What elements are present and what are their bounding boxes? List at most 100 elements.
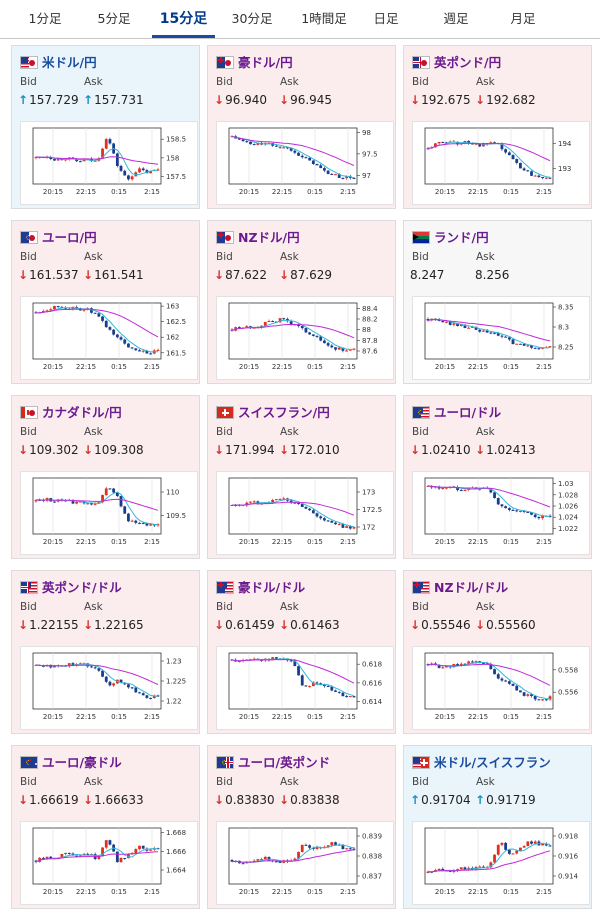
candle bbox=[93, 667, 97, 669]
rate-card[interactable]: カナダドル/円 Bid Ask ↓109.302 ↓109.308 20:15 22:15 0… bbox=[11, 395, 200, 559]
rate-card[interactable]: 米ドル/円 Bid Ask ↑157.729 ↑157.731 20:15 22:15 0:1… bbox=[11, 45, 200, 209]
candle bbox=[326, 686, 330, 688]
pair-name[interactable]: ユーロ/豪ドル bbox=[42, 755, 122, 770]
candle bbox=[293, 660, 297, 667]
rate-card[interactable]: NZドル/ドル Bid Ask ↓0.55546 ↓0.55560 20:15 22:15 0… bbox=[403, 570, 592, 734]
tab-月足[interactable]: 月足 bbox=[510, 11, 536, 26]
rate-card[interactable]: ユーロ/豪ドル Bid Ask ↓1.66619 ↓1.66633 20:15 22:15 0… bbox=[11, 745, 200, 909]
y-tick-label: 194 bbox=[558, 140, 572, 148]
rate-card[interactable]: 豪ドル/ドル Bid Ask ↓0.61459 ↓0.61463 20:15 22:15 0:… bbox=[207, 570, 396, 734]
price-chart[interactable]: 20:15 22:15 0:15 2:15 0.558 0.556 bbox=[412, 646, 590, 730]
candle bbox=[123, 339, 127, 344]
candle bbox=[459, 490, 463, 492]
ask-value: ↓1.22165 bbox=[83, 618, 144, 632]
rate-card[interactable]: スイスフラン/円 Bid Ask ↓171.994 ↓172.010 20:15 22:15… bbox=[207, 395, 396, 559]
rate-card[interactable]: 英ポンド/ドル Bid Ask ↓1.22155 ↓1.22165 20:15 22:15 0… bbox=[11, 570, 200, 734]
candle bbox=[511, 509, 515, 511]
candle bbox=[41, 857, 45, 859]
pair-name[interactable]: 米ドル/スイスフラン bbox=[434, 755, 551, 770]
pair-name[interactable]: NZドル/円 bbox=[238, 230, 300, 245]
candle bbox=[334, 522, 337, 525]
chart-frame bbox=[424, 477, 554, 535]
candle bbox=[489, 488, 493, 493]
pair-name[interactable]: スイスフラン/円 bbox=[238, 405, 330, 420]
bid-label: Bid bbox=[216, 601, 233, 613]
tab-5分足[interactable]: 5分足 bbox=[97, 11, 131, 26]
ask-label: Ask bbox=[280, 776, 299, 788]
candle bbox=[341, 177, 345, 179]
price-chart[interactable]: 20:15 22:15 0:15 2:15 0.618 0.616 0.614 bbox=[216, 646, 394, 730]
candle bbox=[548, 346, 552, 348]
x-tick-label: 2:15 bbox=[340, 888, 356, 896]
candle bbox=[138, 168, 141, 173]
candle bbox=[108, 139, 112, 144]
tab-日足[interactable]: 日足 bbox=[373, 11, 399, 26]
candle bbox=[345, 848, 349, 850]
rate-card[interactable]: 豪ドル/円 Bid Ask ↓96.940 ↓96.945 20:15 22:15 0:15 2… bbox=[207, 45, 396, 209]
candle bbox=[300, 503, 304, 508]
price-chart[interactable]: 20:15 22:15 0:15 2:15 1.23 1.225 1.22 bbox=[20, 646, 198, 730]
pair-name[interactable]: 英ポンド/円 bbox=[434, 55, 502, 70]
rate-card[interactable]: ユーロ/ドル Bid Ask ↓1.02410 ↓1.02413 20:15 22:15 0:… bbox=[403, 395, 592, 559]
candle bbox=[345, 350, 349, 352]
pair-name[interactable]: 豪ドル/円 bbox=[238, 55, 293, 70]
y-tick-label: 110 bbox=[166, 489, 179, 497]
rate-card[interactable]: ユーロ/英ポンド Bid Ask ↓0.83830 ↓0.83838 20:15 22:15… bbox=[207, 745, 396, 909]
tab-1分足[interactable]: 1分足 bbox=[28, 11, 62, 26]
rate-card[interactable]: ユーロ/円 Bid Ask ↓161.537 ↓161.541 20:15 22:15 0:1… bbox=[11, 220, 200, 384]
chart-frame bbox=[32, 477, 162, 535]
rate-card[interactable]: 英ポンド/円 Bid Ask ↓192.675 ↓192.682 20:15 22:15 0:… bbox=[403, 45, 592, 209]
pair-name[interactable]: ユーロ/ドル bbox=[434, 405, 502, 420]
price-chart[interactable]: 20:15 22:15 0:15 2:15 1.03 1.028 1.026 1.024 1.0… bbox=[412, 471, 590, 555]
candle bbox=[97, 856, 101, 859]
price-chart[interactable]: 20:15 22:15 0:15 2:15 163 162.5 162 161.5 bbox=[20, 296, 198, 380]
arrow-down-icon: ↓ bbox=[18, 793, 29, 807]
pair-name[interactable]: 豪ドル/ドル bbox=[238, 580, 306, 595]
pair-name[interactable]: NZドル/ドル bbox=[434, 580, 509, 595]
price-chart[interactable]: 20:15 22:15 0:15 2:15 110 109.5 bbox=[20, 471, 198, 555]
rate-card[interactable]: ランド/円 Bid Ask 8.247 8.256 20:15 22:15 0:15 2:15 8… bbox=[403, 220, 592, 384]
tab-週足[interactable]: 週足 bbox=[443, 11, 469, 26]
x-tick-label: 0:15 bbox=[503, 713, 519, 721]
x-tick-label: 22:15 bbox=[468, 188, 488, 196]
price-chart[interactable]: 20:15 22:15 0:15 2:15 8.35 8.3 8.25 bbox=[412, 296, 590, 380]
arrow-down-icon: ↓ bbox=[83, 793, 94, 807]
candle bbox=[496, 674, 500, 679]
pair-name[interactable]: 米ドル/円 bbox=[42, 55, 97, 70]
rate-card[interactable]: 米ドル/スイスフラン Bid Ask ↑0.91704 ↑0.91719 20:15 22:… bbox=[403, 745, 592, 909]
tab-30分足[interactable]: 30分足 bbox=[231, 11, 273, 26]
pair-name[interactable]: 英ポンド/ドル bbox=[42, 580, 122, 595]
candle bbox=[300, 844, 304, 852]
price-chart[interactable]: 20:15 22:15 0:15 2:15 194 193 bbox=[412, 121, 590, 205]
candle bbox=[141, 168, 145, 171]
pair-name[interactable]: ユーロ/円 bbox=[42, 230, 97, 245]
price-chart[interactable]: 20:15 22:15 0:15 2:15 1.668 1.666 1.664 bbox=[20, 821, 198, 905]
candle bbox=[104, 840, 108, 848]
candle bbox=[541, 515, 545, 519]
candle bbox=[263, 321, 267, 326]
candle bbox=[267, 320, 271, 322]
tab-15分足[interactable]: 15分足 bbox=[152, 0, 215, 38]
tab-1時間足[interactable]: 1時間足 bbox=[301, 11, 347, 26]
bid-value-text: 161.537 bbox=[29, 268, 79, 282]
candle bbox=[541, 177, 545, 179]
candle bbox=[352, 848, 356, 850]
price-chart[interactable]: 20:15 22:15 0:15 2:15 0.918 0.916 0.914 bbox=[412, 821, 590, 905]
price-chart[interactable]: 20:15 22:15 0:15 2:15 173 172.5 172 bbox=[216, 471, 394, 555]
pair-name[interactable]: ユーロ/英ポンド bbox=[238, 755, 331, 770]
candle bbox=[308, 508, 312, 511]
rate-card[interactable]: NZドル/円 Bid Ask ↓87.622 ↓87.629 20:15 22:15 0:15… bbox=[207, 220, 396, 384]
pair-name[interactable]: カナダドル/円 bbox=[42, 405, 122, 420]
price-chart[interactable]: 20:15 22:15 0:15 2:15 98 97.5 97 bbox=[216, 121, 394, 205]
candle bbox=[78, 663, 82, 665]
price-chart[interactable]: 20:15 22:15 0:15 2:15 158.5 158 157.5 bbox=[20, 121, 198, 205]
bid-label: Bid bbox=[20, 76, 37, 88]
candle bbox=[71, 663, 75, 666]
price-chart[interactable]: 20:15 22:15 0:15 2:15 0.839 0.838 0.837 bbox=[216, 821, 394, 905]
chart-frame bbox=[32, 127, 162, 185]
candle bbox=[145, 523, 149, 526]
candle bbox=[330, 173, 334, 175]
pair-name[interactable]: ランド/円 bbox=[434, 230, 489, 245]
candle bbox=[97, 313, 101, 317]
price-chart[interactable]: 20:15 22:15 0:15 2:15 88.4 88.2 88 87.8 87.6 bbox=[216, 296, 394, 380]
